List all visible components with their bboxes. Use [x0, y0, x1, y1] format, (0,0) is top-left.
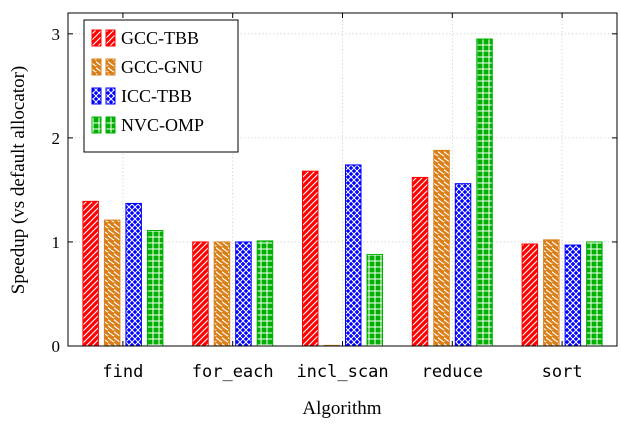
legend-swatch	[91, 116, 102, 134]
legend-item-nvc-omp: NVC-OMP	[91, 115, 204, 135]
legend-swatch	[105, 58, 116, 76]
bar-icc-tbb-find	[125, 202, 142, 347]
y-tick-label: 3	[52, 25, 61, 44]
legend-label: NVC-OMP	[121, 115, 204, 135]
x-tick-label: sort	[542, 362, 583, 382]
x-tick-label: incl_scan	[296, 362, 388, 382]
y-tick-label: 0	[52, 337, 61, 356]
legend-swatch	[91, 29, 102, 47]
bar-gcc-gnu-for_each	[213, 241, 231, 347]
legend-swatch	[105, 87, 116, 105]
bar-gcc-tbb-for_each	[192, 241, 209, 347]
x-tick-label: reduce	[422, 362, 483, 382]
y-tick-label: 1	[52, 233, 61, 252]
legend-label: GCC-TBB	[121, 28, 199, 48]
bar-icc-tbb-sort	[564, 244, 582, 347]
bars-group	[82, 38, 603, 347]
legend-swatch	[91, 58, 102, 76]
bar-nvc-omp-incl_scan	[366, 253, 383, 347]
bar-gcc-tbb-incl_scan	[302, 170, 319, 347]
y-tick-label: 2	[52, 129, 61, 148]
y-axis-label: Speedup (vs default allocator)	[8, 66, 29, 294]
legend-swatch	[91, 87, 102, 105]
legend-item-icc-tbb: ICC-TBB	[91, 86, 192, 106]
legend-label: GCC-GNU	[121, 57, 203, 77]
bar-icc-tbb-reduce	[454, 183, 472, 347]
bar-gcc-tbb-find	[82, 200, 99, 347]
bar-icc-tbb-for_each	[235, 241, 252, 347]
legend-item-gcc-gnu: GCC-GNU	[91, 57, 203, 77]
axis-ticks: 0 1 2 3 find for_each incl_scan reduce sort	[52, 13, 617, 382]
bar-icc-tbb-incl_scan	[345, 164, 362, 347]
legend-item-gcc-tbb: GCC-TBB	[91, 28, 199, 48]
bar-nvc-omp-find	[146, 229, 164, 347]
bar-gcc-gnu-find	[103, 219, 121, 347]
bar-gcc-tbb-reduce	[411, 176, 429, 347]
x-tick-label: for_each	[192, 362, 274, 382]
bar-nvc-omp-sort	[586, 241, 603, 347]
grid-lines	[68, 13, 617, 347]
x-tick-label: find	[102, 362, 143, 382]
bar-nvc-omp-reduce	[476, 38, 493, 347]
bar-nvc-omp-for_each	[256, 240, 274, 347]
bar-gcc-tbb-sort	[521, 243, 539, 347]
legend-label: ICC-TBB	[121, 86, 192, 106]
x-axis-label: Algorithm	[302, 398, 381, 419]
legend: GCC-TBB GCC-GNU ICC-TBB NVC-OMP	[83, 19, 239, 153]
bar-gcc-gnu-sort	[543, 239, 560, 347]
bar-gcc-gnu-reduce	[433, 149, 450, 347]
legend-swatch	[105, 116, 116, 134]
legend-swatch	[105, 29, 116, 47]
